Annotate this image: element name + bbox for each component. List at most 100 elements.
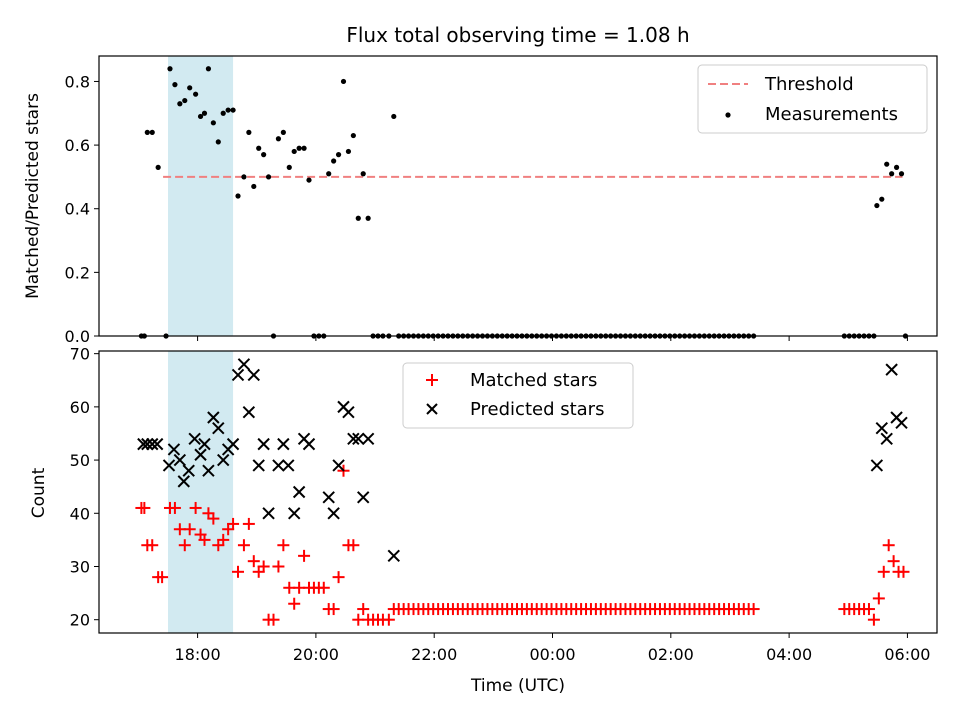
measurement-point xyxy=(350,132,356,139)
predicted-star-point xyxy=(322,491,335,504)
matched-star-point xyxy=(242,517,255,530)
predicted-star-point xyxy=(226,437,240,451)
predicted-star-point xyxy=(895,416,908,430)
measurement-point xyxy=(275,136,282,142)
y-tick-label: 0.4 xyxy=(65,200,90,219)
measurement-point xyxy=(251,183,257,190)
measurement-point xyxy=(201,110,208,116)
matched-star-point xyxy=(198,533,211,546)
matched-star-point xyxy=(232,565,245,578)
matched-star-point xyxy=(189,501,202,514)
measurement-point xyxy=(265,174,272,180)
measurement-point xyxy=(215,139,221,145)
measurement-point xyxy=(365,215,371,221)
predicted-star-point xyxy=(327,507,340,520)
bottom-legend: Matched stars Predicted stars xyxy=(402,362,634,429)
matched-star-point xyxy=(237,539,250,552)
predicted-star-point xyxy=(217,453,230,467)
measurement-point xyxy=(391,113,397,120)
measurement-point xyxy=(280,129,286,135)
measurement-point xyxy=(210,120,216,126)
measurement-point xyxy=(898,171,905,177)
measurement-point xyxy=(230,107,236,113)
y-tick-label: 0.8 xyxy=(65,72,90,91)
measurement-point xyxy=(182,97,188,104)
x-tick-label: 00:00 xyxy=(529,645,575,664)
predicted-star-point xyxy=(302,437,316,451)
matched-star-point xyxy=(897,565,910,578)
measurement-point xyxy=(261,152,267,158)
x-tick-label: 06:00 xyxy=(884,645,930,664)
matched-star-point xyxy=(862,603,875,616)
matched-star-point xyxy=(877,565,890,578)
predicted-star-point xyxy=(277,437,290,451)
measurement-point xyxy=(296,145,302,151)
y-tick-label: 20 xyxy=(70,611,90,630)
predicted-star-point xyxy=(177,475,190,488)
legend-measurements-label: Measurements xyxy=(765,104,898,125)
observing-window-shade-bottom xyxy=(168,351,234,633)
x-tick-label: 04:00 xyxy=(766,645,812,664)
measurement-point xyxy=(205,66,212,72)
matched-star-point xyxy=(247,555,260,568)
predicted-star-point xyxy=(282,459,295,472)
predicted-star-point xyxy=(361,432,375,445)
predicted-star-point xyxy=(262,507,275,520)
predicted-star-point xyxy=(332,459,345,472)
matched-star-point xyxy=(257,560,270,573)
matched-star-point xyxy=(168,501,181,514)
measurement-point xyxy=(879,196,885,202)
x-tick-label: 02:00 xyxy=(648,645,694,664)
predicted-star-point xyxy=(272,459,285,472)
matched-star-point xyxy=(332,571,345,584)
y-tick-label: 50 xyxy=(70,451,90,470)
legend-measurements-swatch xyxy=(725,112,731,118)
measurement-point xyxy=(874,202,880,209)
legend-threshold-label: Threshold xyxy=(764,74,854,95)
matched-star-point xyxy=(146,539,159,552)
predicted-star-point xyxy=(182,464,195,477)
chart-title: Flux total observing time = 1.08 h xyxy=(346,23,689,47)
matched-star-point xyxy=(183,523,196,536)
bottom-panel-ticks: 18:00 20:00 22:00 00:00 02:00 04:00 06:00 20 30 4… xyxy=(70,345,931,664)
top-panel-ticks: 0.0 0.2 0.4 0.6 0.8 xyxy=(65,72,908,346)
measurement-point xyxy=(246,129,252,135)
predicted-star-point xyxy=(188,432,201,445)
predicted-star-point xyxy=(167,443,181,456)
measurement-point xyxy=(360,171,366,177)
matched-stars-series xyxy=(135,464,910,626)
y-tick-label: 0.2 xyxy=(65,263,90,282)
predicted-star-point xyxy=(137,437,150,451)
matched-star-point xyxy=(277,539,290,552)
measurement-point xyxy=(893,164,900,170)
matched-star-point xyxy=(267,613,280,626)
predicted-star-point xyxy=(875,421,888,435)
predicted-star-point xyxy=(352,432,365,445)
matched-star-point xyxy=(288,597,301,610)
predicted-star-point xyxy=(252,459,265,472)
matched-star-point xyxy=(867,613,880,626)
matched-star-point xyxy=(317,581,330,594)
predicted-star-point xyxy=(342,405,355,419)
top-y-axis-label: Matched/Predicted stars xyxy=(23,93,43,299)
x-tick-label: 22:00 xyxy=(411,645,457,664)
measurement-point xyxy=(306,177,312,183)
measurement-point xyxy=(256,145,262,151)
measurement-point xyxy=(331,158,337,164)
predicted-star-point xyxy=(287,507,301,520)
predicted-star-point xyxy=(347,432,360,445)
bottom-panel-frame xyxy=(98,350,938,634)
y-tick-label: 0.0 xyxy=(65,327,90,346)
x-tick-label: 20:00 xyxy=(293,645,339,664)
matched-star-point xyxy=(217,533,230,546)
measurement-point xyxy=(301,145,307,151)
measurement-point xyxy=(197,113,204,120)
predicted-star-point xyxy=(212,421,225,435)
measurement-point xyxy=(340,78,347,85)
measurement-point xyxy=(144,129,150,135)
measurement-point xyxy=(167,66,173,72)
matched-star-point xyxy=(327,603,340,616)
predicted-star-point xyxy=(146,437,159,451)
measurement-point xyxy=(187,85,193,91)
